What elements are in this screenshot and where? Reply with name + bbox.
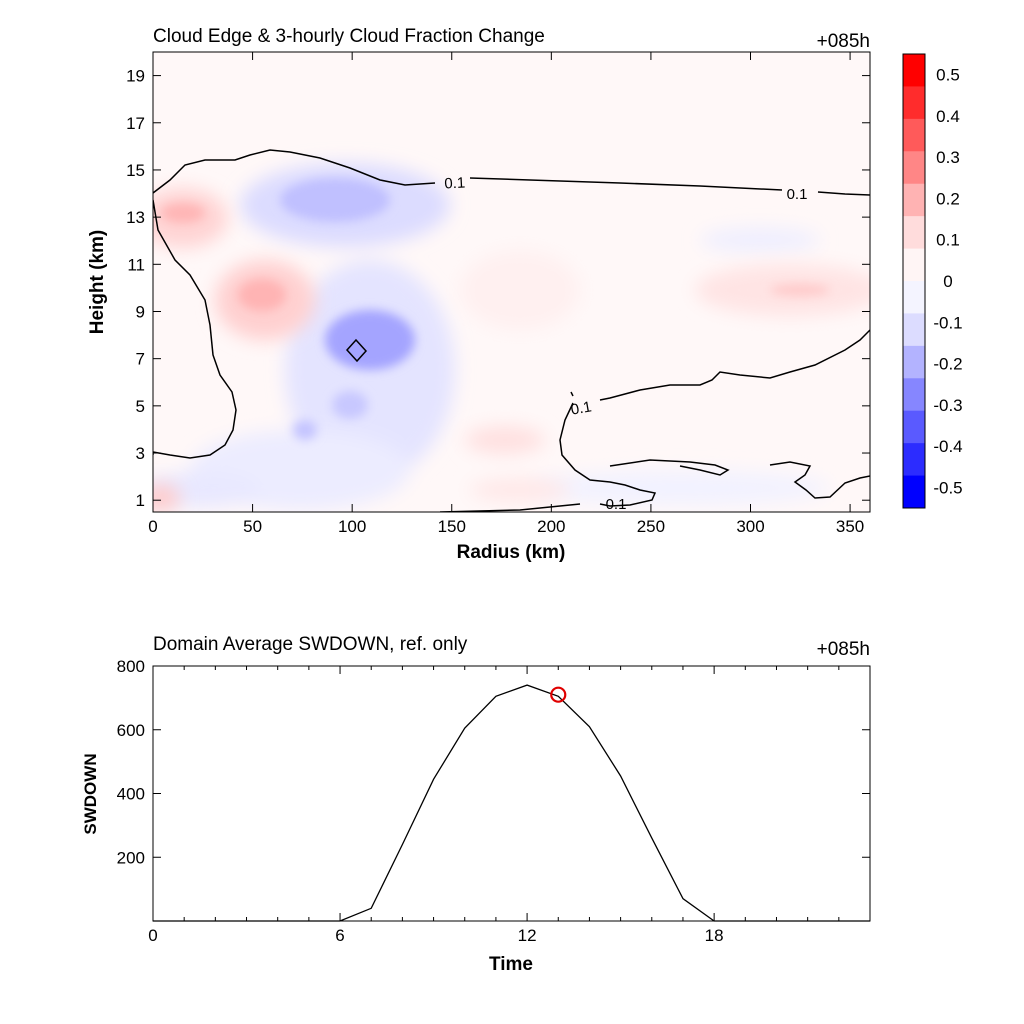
x-tick-label: 12 xyxy=(518,926,537,945)
colorbar-label: -0.4 xyxy=(933,437,962,456)
heatmap-time-label: +085h xyxy=(817,31,870,52)
heatmap-frame xyxy=(152,51,871,513)
y-tick-label: 400 xyxy=(117,785,145,804)
colorbar-label: 0.1 xyxy=(936,231,960,250)
line-x-label: Time xyxy=(489,954,533,975)
y-tick-label: 7 xyxy=(136,350,145,369)
line-time-label: +085h xyxy=(817,639,870,660)
heatmap-y-label: Height (km) xyxy=(87,230,108,335)
line-panel: Domain Average SWDOWN, ref. only +085h 0… xyxy=(81,634,871,975)
colorbar-swatch xyxy=(903,475,925,509)
colorbar: 0.5 0.4 0.3 0.2 0.1 0 -0.1 -0.2 -0.3 -0.4 -0.5 xyxy=(902,53,963,509)
colorbar-label: 0.4 xyxy=(936,107,960,126)
y-tick-label: 15 xyxy=(126,161,145,180)
x-tick-label: 6 xyxy=(335,926,344,945)
y-tick-label: 600 xyxy=(117,721,145,740)
colorbar-swatch xyxy=(903,118,925,152)
contour-label: 0.1 xyxy=(787,186,808,203)
y-tick-label: 19 xyxy=(126,67,145,86)
colorbar-label: -0.2 xyxy=(933,355,962,374)
x-tick-label: 18 xyxy=(705,926,724,945)
contour-label: 0.1 xyxy=(444,174,466,192)
colorbar-swatch xyxy=(903,410,925,444)
swdown-line xyxy=(153,684,870,922)
x-tick-label: 300 xyxy=(736,517,764,536)
x-tick-label: 0 xyxy=(148,926,157,945)
y-tick-label: 11 xyxy=(127,255,145,274)
y-tick-label: 9 xyxy=(136,302,145,321)
y-tick-label: 1 xyxy=(136,491,145,510)
negative-cores xyxy=(280,178,415,440)
colorbar-swatch xyxy=(903,345,925,379)
colorbar-label: 0 xyxy=(943,272,952,291)
heatmap-x-label: Radius (km) xyxy=(457,542,566,563)
line-frame xyxy=(152,665,871,922)
colorbar-swatch xyxy=(903,183,925,217)
colorbar-label: -0.3 xyxy=(933,396,962,415)
x-tick-label: 350 xyxy=(836,517,864,536)
current-time-marker xyxy=(550,686,567,703)
y-tick-label: 17 xyxy=(126,114,145,133)
y-tick-label: 200 xyxy=(117,848,145,867)
colorbar-label: 0.3 xyxy=(936,148,960,167)
colorbar-label: 0.5 xyxy=(936,66,960,85)
heatmap-field: 0.1 0.1 0.1 0.1 xyxy=(153,52,870,513)
contour-dot xyxy=(570,391,574,397)
contour-small-loop xyxy=(345,338,368,363)
contour-lines xyxy=(153,149,870,512)
x-tick-label: 0 xyxy=(148,517,157,536)
heatmap-title: Cloud Edge & 3-hourly Cloud Fraction Cha… xyxy=(153,26,545,47)
colorbar-frame xyxy=(902,53,926,509)
x-tick-label: 50 xyxy=(243,517,262,536)
contour-left xyxy=(153,199,237,459)
colorbar-swatch xyxy=(903,151,925,185)
y-tick-label: 800 xyxy=(117,657,145,676)
colorbar-label: -0.1 xyxy=(933,313,962,332)
heatmap-panel: Cloud Edge & 3-hourly Cloud Fraction Cha… xyxy=(87,26,963,563)
x-tick-label: 250 xyxy=(637,517,665,536)
colorbar-swatch xyxy=(903,281,925,314)
line-title: Domain Average SWDOWN, ref. only xyxy=(153,634,468,655)
x-tick-label: 150 xyxy=(438,517,466,536)
contour-right xyxy=(439,329,870,512)
colorbar-swatch xyxy=(903,54,925,87)
contour-label: 0.1 xyxy=(606,496,627,513)
contour-labels: 0.1 0.1 0.1 0.1 xyxy=(444,174,808,513)
y-tick-label: 3 xyxy=(136,444,145,463)
y-tick-label: 5 xyxy=(136,397,145,416)
line-y-label: SWDOWN xyxy=(81,753,100,834)
contour-lower xyxy=(609,459,870,499)
colorbar-swatch xyxy=(903,86,925,120)
line-series xyxy=(153,684,870,922)
y-tick-label: 13 xyxy=(126,208,145,227)
colorbar-swatch xyxy=(903,216,925,250)
contour-label: 0.1 xyxy=(569,398,592,418)
line-axes: 0 6 12 18 200 400 600 800 xyxy=(117,657,871,945)
positive-cores xyxy=(161,203,830,311)
colorbar-label: 0.2 xyxy=(936,189,960,208)
x-tick-label: 200 xyxy=(537,517,565,536)
x-tick-label: 100 xyxy=(338,517,366,536)
colorbar-label: -0.5 xyxy=(933,478,962,497)
colorbar-swatch xyxy=(903,248,925,282)
contour-upper xyxy=(153,149,870,196)
colorbar-swatch xyxy=(903,443,925,477)
colorbar-swatch xyxy=(903,378,925,412)
colorbar-swatch xyxy=(903,313,925,347)
